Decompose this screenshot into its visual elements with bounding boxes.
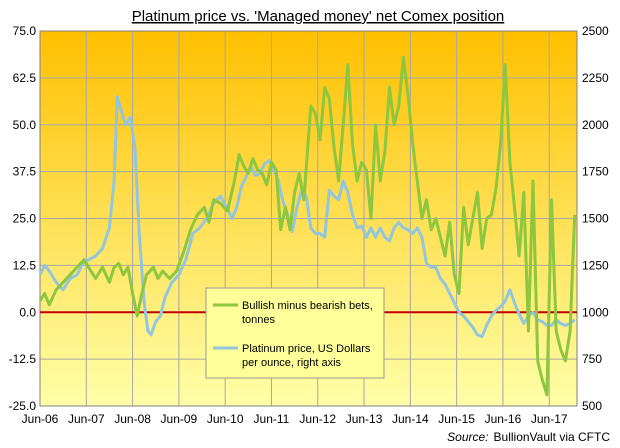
- x-tick-label: Jun-07: [68, 412, 105, 426]
- x-tick-label: Jun-08: [114, 412, 151, 426]
- source-note: Source: BullionVault via CFTC: [447, 430, 610, 444]
- left-axis-ticks: -25.0 -12.5 0.0 12.5 25.0 37.5 50.0 62.5 75.0: [9, 24, 37, 413]
- x-tick-label: Jun-17: [531, 412, 568, 426]
- x-tick-label: Jun-15: [438, 412, 475, 426]
- right-tick-label: 1500: [582, 212, 609, 226]
- right-tick-label: 1000: [582, 305, 609, 319]
- series-line-platinum: [38, 95, 576, 339]
- right-tick-label: 2250: [582, 71, 609, 85]
- x-axis-ticks: Jun-06 Jun-07 Jun-08 Jun-09 Jun-10 Jun-11 Jun-…: [22, 412, 568, 426]
- right-tick-label: 500: [582, 399, 602, 413]
- legend-label-platinum: Platinum price, US Dollars per ounce, rig…: [242, 343, 371, 369]
- right-tick-label: 2500: [582, 24, 609, 38]
- right-tick-label: 1250: [582, 258, 609, 272]
- series-lines: [38, 55, 577, 397]
- x-tick-label: Jun-12: [299, 412, 336, 426]
- left-tick-label: -25.0: [9, 399, 37, 413]
- x-tick-label: Jun-09: [161, 412, 198, 426]
- right-axis-ticks: 500 750 1000 1250 1500 1750 2000 2250 2500: [582, 24, 609, 413]
- source-value: BullionVault via CFTC: [494, 430, 611, 444]
- x-tick-label: Jun-14: [392, 412, 429, 426]
- left-tick-label: 37.5: [13, 165, 37, 179]
- right-tick-label: 1750: [582, 165, 609, 179]
- left-tick-label: 50.0: [13, 118, 37, 132]
- legend-label-bullish: Bullish minus bearish bets, tonnes: [242, 300, 373, 326]
- left-tick-label: 12.5: [13, 258, 37, 272]
- legend-box: [205, 287, 385, 379]
- plot-border: [39, 30, 578, 407]
- left-tick-label: 25.0: [13, 212, 37, 226]
- x-tick-label: Jun-13: [346, 412, 383, 426]
- chart-title: Platinum price vs. 'Managed money' net C…: [132, 8, 505, 25]
- left-tick-label: -12.5: [9, 352, 37, 366]
- left-tick-label: 75.0: [13, 24, 37, 38]
- x-tick-label: Jun-06: [22, 412, 59, 426]
- right-tick-label: 2000: [582, 118, 609, 132]
- x-tick-label: Jun-10: [207, 412, 244, 426]
- x-tick-label: Jun-16: [485, 412, 522, 426]
- x-tick-label: Jun-11: [254, 412, 290, 426]
- right-tick-label: 750: [582, 352, 602, 366]
- source-label: Source:: [447, 430, 488, 444]
- left-tick-label: 0.0: [19, 305, 36, 319]
- left-tick-label: 62.5: [13, 71, 37, 85]
- series-line-bullish: [38, 55, 577, 397]
- legend: Bullish minus bearish bets, tonnes Platin…: [205, 287, 385, 379]
